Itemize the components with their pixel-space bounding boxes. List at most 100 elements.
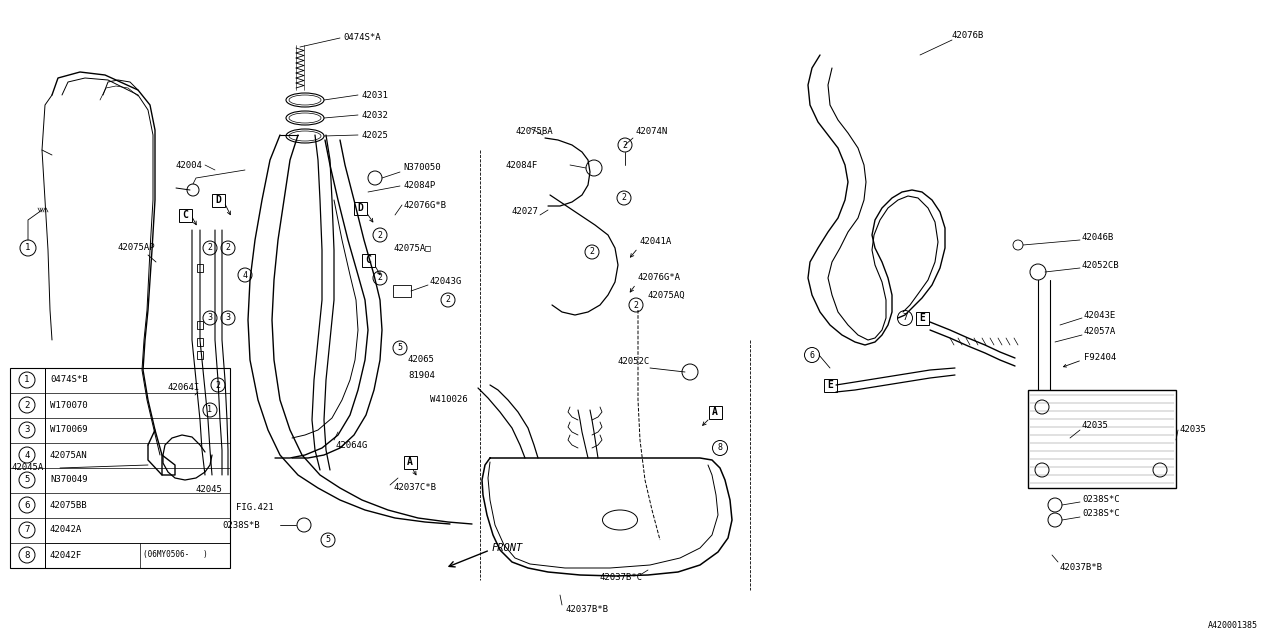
Bar: [211, 193, 224, 207]
Text: 42076G*A: 42076G*A: [637, 273, 681, 282]
Text: 6: 6: [809, 351, 814, 360]
Text: 8: 8: [718, 444, 722, 452]
Bar: [197, 338, 204, 346]
Text: 1: 1: [24, 376, 29, 385]
Text: 42043G: 42043G: [430, 278, 462, 287]
Text: A420001385: A420001385: [1208, 621, 1258, 630]
Text: E: E: [919, 313, 925, 323]
Text: 42057A: 42057A: [1084, 328, 1116, 337]
Text: 42052CB: 42052CB: [1082, 260, 1120, 269]
Bar: [823, 378, 837, 392]
Text: 42035: 42035: [1082, 420, 1108, 429]
Text: 42037C*B: 42037C*B: [393, 483, 436, 493]
Text: A: A: [407, 457, 413, 467]
Text: N370050: N370050: [403, 163, 440, 173]
Text: 2: 2: [634, 301, 639, 310]
Text: 81904: 81904: [408, 371, 435, 380]
Text: 42075AN: 42075AN: [50, 451, 87, 460]
Text: 42075AP: 42075AP: [118, 243, 156, 253]
Text: 42084F: 42084F: [506, 161, 538, 170]
Text: 2: 2: [378, 230, 383, 239]
Text: 0238S*B: 0238S*B: [221, 520, 260, 529]
Bar: [403, 456, 416, 468]
Bar: [197, 321, 204, 329]
Bar: [197, 264, 204, 272]
Text: 7: 7: [24, 525, 29, 534]
Text: 3: 3: [24, 426, 29, 435]
Text: (06MY0506-   ): (06MY0506- ): [143, 550, 207, 559]
Text: 2: 2: [378, 273, 383, 282]
Text: W170070: W170070: [50, 401, 87, 410]
Text: 42027: 42027: [512, 207, 539, 216]
Text: 2: 2: [215, 381, 220, 390]
Text: 42084P: 42084P: [403, 182, 435, 191]
Text: 1: 1: [207, 406, 212, 415]
Bar: [1028, 390, 1176, 488]
Text: 2: 2: [622, 141, 627, 150]
Text: 42043E: 42043E: [1084, 310, 1116, 319]
Text: 2: 2: [590, 248, 594, 257]
Text: FIG.421: FIG.421: [236, 504, 274, 513]
Text: N370049: N370049: [50, 476, 87, 484]
Text: 42075A□: 42075A□: [393, 243, 430, 253]
Text: 42042A: 42042A: [50, 525, 82, 534]
Text: 1: 1: [26, 243, 31, 253]
Bar: [353, 202, 366, 214]
Text: 8: 8: [24, 550, 29, 559]
Bar: [197, 351, 204, 359]
Text: 42042F: 42042F: [50, 550, 82, 559]
Bar: [361, 253, 375, 266]
Text: 2: 2: [225, 243, 230, 253]
Bar: [709, 406, 722, 419]
Text: 42064I: 42064I: [168, 383, 200, 392]
Text: 0474S*B: 0474S*B: [50, 376, 87, 385]
Text: 0238S*C: 0238S*C: [1082, 495, 1120, 504]
Text: 42035: 42035: [1180, 426, 1207, 435]
Text: 42037B*C: 42037B*C: [600, 573, 643, 582]
Text: 42076G*B: 42076G*B: [403, 200, 445, 209]
Text: 5: 5: [325, 536, 330, 545]
Text: 42037B*B: 42037B*B: [1060, 563, 1103, 573]
Text: 42046B: 42046B: [1082, 232, 1115, 241]
Text: 2: 2: [445, 296, 451, 305]
Text: 3: 3: [225, 314, 230, 323]
Text: FRONT: FRONT: [492, 543, 524, 553]
Text: 4: 4: [24, 451, 29, 460]
Text: 42074N: 42074N: [635, 127, 667, 136]
Text: F92404: F92404: [1084, 353, 1116, 362]
Text: 42045: 42045: [196, 486, 223, 495]
Bar: [178, 209, 192, 221]
Text: W170069: W170069: [50, 426, 87, 435]
Text: 2: 2: [207, 243, 212, 253]
Text: C: C: [365, 255, 371, 265]
Text: 0238S*C: 0238S*C: [1082, 509, 1120, 518]
Bar: [393, 285, 411, 297]
Text: W410026: W410026: [430, 396, 467, 404]
Text: E: E: [827, 380, 833, 390]
Text: 3: 3: [207, 314, 212, 323]
Text: D: D: [215, 195, 221, 205]
Text: 6: 6: [24, 500, 29, 509]
Text: D: D: [357, 203, 364, 213]
Text: 5: 5: [24, 476, 29, 484]
Text: 4: 4: [242, 271, 247, 280]
Text: 7: 7: [902, 314, 908, 323]
Text: 42076B: 42076B: [952, 31, 984, 40]
Text: 2: 2: [24, 401, 29, 410]
Text: 42045A: 42045A: [12, 463, 45, 472]
Text: 42075BA: 42075BA: [515, 127, 553, 136]
Text: 42025: 42025: [361, 131, 388, 140]
Text: 42032: 42032: [361, 111, 388, 120]
Text: 5: 5: [398, 344, 402, 353]
Text: 42031: 42031: [361, 90, 388, 99]
Bar: [10, 368, 230, 568]
Text: C: C: [182, 210, 188, 220]
Text: 42052C: 42052C: [618, 358, 650, 367]
Text: 0474S*A: 0474S*A: [343, 33, 380, 42]
Text: 42004: 42004: [177, 161, 202, 170]
Text: 42064G: 42064G: [335, 440, 367, 449]
Text: 42065: 42065: [408, 355, 435, 365]
Text: 2: 2: [622, 193, 626, 202]
Text: 42075AQ: 42075AQ: [648, 291, 686, 300]
Bar: [915, 312, 928, 324]
